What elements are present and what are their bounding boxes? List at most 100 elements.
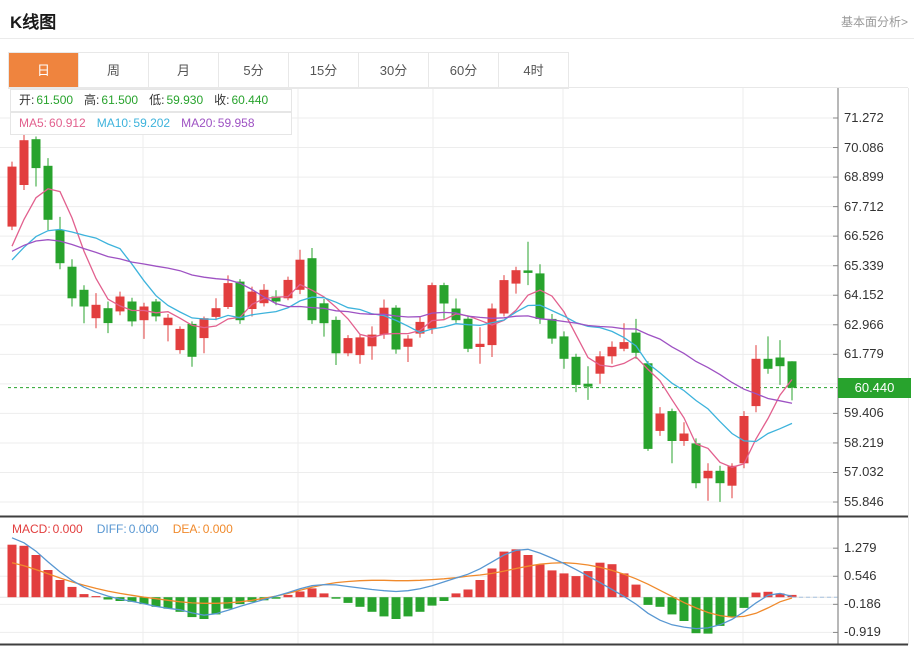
tab-period-3[interactable]: 5分 <box>219 53 289 88</box>
macd-bar-negative <box>139 597 149 605</box>
candle-down <box>535 273 545 319</box>
ma5-line <box>11 188 793 468</box>
macd-bar-negative <box>151 597 161 607</box>
ma-value: 60.912 <box>49 116 86 130</box>
tab-period-1[interactable]: 周 <box>79 53 149 88</box>
tab-period-6[interactable]: 60分 <box>429 53 499 88</box>
macd-bar-negative <box>391 597 401 619</box>
macd-bar-negative <box>187 597 197 618</box>
candle-up <box>427 285 437 329</box>
candle-down <box>55 230 65 264</box>
macd-bar-positive <box>319 593 329 598</box>
macd-bar-positive <box>499 551 509 598</box>
candle-down <box>103 308 113 324</box>
macd-bar-negative <box>247 597 257 602</box>
ma-info: MA5: 60.912 MA10: 59.202 MA20: 59.958 <box>10 112 292 135</box>
candle-down <box>331 319 341 354</box>
macd-bar-negative <box>199 597 209 619</box>
tab-period-5[interactable]: 30分 <box>359 53 429 88</box>
tab-period-4[interactable]: 15分 <box>289 53 359 88</box>
macd-bar-negative <box>355 597 365 607</box>
macd-label: DEA: <box>172 522 201 536</box>
candle-up <box>7 166 17 227</box>
candle-down <box>787 361 797 388</box>
macd-bar-negative <box>691 597 701 634</box>
candle-down <box>763 358 773 369</box>
macd-bar-negative <box>439 597 449 601</box>
candle-up <box>511 270 521 284</box>
macd-bar-positive <box>583 571 593 598</box>
macd-bar-negative <box>271 597 281 599</box>
candle-up <box>355 337 365 356</box>
ma-label: MA10: <box>96 116 132 130</box>
macd-bar-positive <box>571 576 581 598</box>
price-tick-label: 59.406 <box>844 405 884 420</box>
ma-value: 59.202 <box>133 116 171 130</box>
panel-right-border <box>908 88 909 645</box>
macd-bar-negative <box>367 597 377 612</box>
tab-period-2[interactable]: 月 <box>149 53 219 88</box>
macd-bar-positive <box>535 564 545 598</box>
candle-down <box>463 318 473 349</box>
macd-bar-positive <box>55 580 65 598</box>
macd-label: MACD: <box>12 522 51 536</box>
candle-up <box>679 433 689 441</box>
tab-period-0[interactable]: 日 <box>9 53 79 88</box>
ma20-line <box>11 239 793 404</box>
macd-bar-positive <box>43 570 53 598</box>
macd-bar-positive <box>463 589 473 598</box>
candle-up <box>619 342 629 349</box>
candle-down <box>523 270 533 273</box>
macd-bar-negative <box>415 597 425 612</box>
candle-down <box>319 303 329 324</box>
macd-bar-negative <box>727 597 737 618</box>
candle-up <box>751 358 761 407</box>
ma-value: 59.958 <box>217 116 255 130</box>
price-tick-label: 57.032 <box>844 464 884 479</box>
candle-up <box>379 307 389 335</box>
macd-bar-negative <box>127 597 137 602</box>
macd-bar-negative <box>211 597 221 615</box>
candles-layer <box>7 132 797 502</box>
candle-up <box>703 470 713 479</box>
candle-down <box>307 258 317 321</box>
ohlc-label: 收: <box>214 93 230 107</box>
price-tick-label: 62.966 <box>844 317 884 332</box>
price-tick-label: 58.219 <box>844 435 884 450</box>
macd-bar-positive <box>79 594 89 598</box>
macd-bar-positive <box>619 573 629 598</box>
dea-line <box>11 562 793 618</box>
candle-down <box>667 411 677 441</box>
candle-up <box>91 304 101 319</box>
macd-bar-negative <box>715 597 725 626</box>
candle-down <box>127 301 137 322</box>
macd-value: 0.000 <box>202 522 233 536</box>
candle-down <box>643 363 653 449</box>
candle-down <box>559 336 569 359</box>
candle-down <box>775 357 785 367</box>
tab-period-7[interactable]: 4时 <box>499 53 568 88</box>
candle-down <box>583 383 593 387</box>
candle-up <box>139 306 149 321</box>
price-tick-label: 68.899 <box>844 169 884 184</box>
candle-up <box>247 291 257 309</box>
candle-up <box>655 413 665 431</box>
ohlc-info: 开: 61.500 高: 61.500 低: 59.930 收: 60.440 <box>10 89 292 112</box>
macd-bar-negative <box>679 597 689 621</box>
candle-up <box>475 343 485 347</box>
macd-bar-positive <box>283 594 293 598</box>
ohlc-label: 开: <box>19 93 35 107</box>
ohlc-value: 61.500 <box>36 93 74 107</box>
candle-up <box>163 317 173 326</box>
fundamental-analysis-link[interactable]: 基本面分析> <box>840 15 908 29</box>
macd-bar-positive <box>487 568 497 598</box>
macd-bar-positive <box>295 591 305 598</box>
macd-bar-positive <box>775 593 785 598</box>
macd-bar-positive <box>7 544 17 598</box>
candle-down <box>691 443 701 484</box>
candle-down <box>187 323 197 357</box>
macd-bar-negative <box>103 597 113 600</box>
macd-bar-negative <box>703 597 713 634</box>
